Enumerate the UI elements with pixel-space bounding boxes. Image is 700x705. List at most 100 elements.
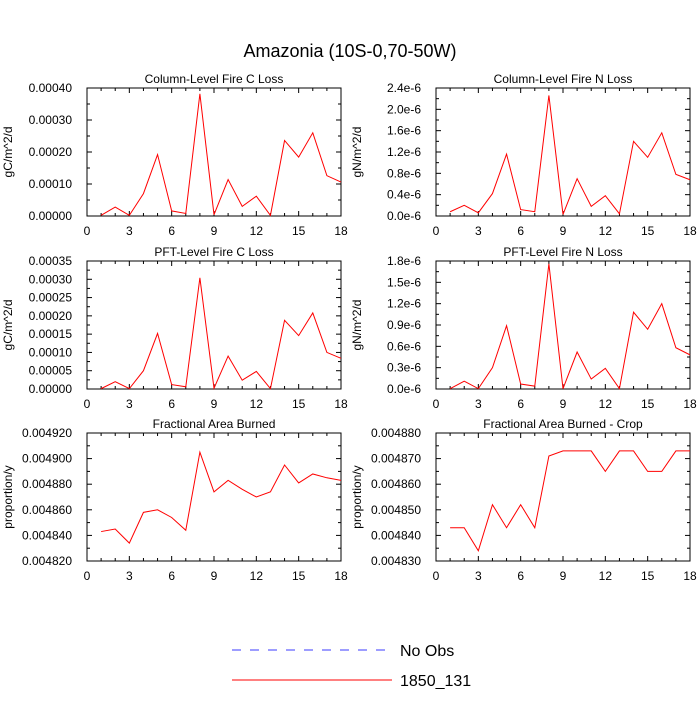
x-tick-label: 15 [292,224,306,238]
panels: Column-Level Fire C Loss 0 3 6 9 12 15 18 0.0000… [1,72,697,583]
series-line-1850-131 [100,93,342,217]
y-tick-label: 0.9e-6 [387,318,421,332]
panel-title: Column-Level Fire C Loss [145,72,284,86]
x-tick-label: 18 [334,397,348,411]
panel-fractional-area-burned: Fractional Area Burned 0 3 6 9 12 15 18 0.004820… [1,417,348,583]
y-tick-label: 0.00020 [29,145,73,159]
panel-title: Fractional Area Burned - Crop [483,417,643,431]
y-tick-label: 0.00015 [29,327,73,341]
panel-title: Column-Level Fire N Loss [494,72,633,86]
y-tick-label: 0.004820 [22,554,72,568]
y-tick-label: 0.004900 [22,452,72,466]
y-tick-label: 0.00030 [29,272,73,286]
x-tick-label: 0 [433,569,440,583]
x-tick-label: 6 [168,397,175,411]
x-tick-label: 9 [211,569,218,583]
plot-frame [86,87,342,217]
y-tick-label: 0.00030 [29,113,73,127]
x-tick-label: 9 [560,569,567,583]
y-tick-label: 0.004880 [22,477,72,491]
x-tick-label: 6 [168,224,175,238]
x-tick-label: 12 [250,569,264,583]
legend-label-no-obs: No Obs [400,643,454,660]
series-line-1850-131 [449,263,691,390]
panel-pft-level-fire-c-loss: PFT-Level Fire C Loss 0 3 6 9 12 15 18 0.00000 0.… [1,245,348,411]
y-tick-label: 0.00010 [29,177,73,191]
x-tick-label: 18 [683,397,697,411]
y-tick-label: 1.5e-6 [387,275,421,289]
x-tick-label: 0 [433,224,440,238]
panel-title: Fractional Area Burned [153,417,276,431]
y-tick-label: 0.004920 [22,426,72,440]
plot-frame [435,87,691,217]
y-tick-label: 0.00000 [29,382,73,396]
x-tick-label: 3 [475,397,482,411]
y-axis-label: gN/m^2/d [350,300,364,351]
x-tick-label: 3 [126,224,133,238]
x-tick-label: 9 [560,397,567,411]
series-line-1850-131 [100,277,342,391]
plot-frame [86,432,342,562]
x-tick-label: 15 [292,569,306,583]
y-tick-label: 0.004850 [371,503,421,517]
x-tick-label: 15 [641,397,655,411]
y-tick-label: 0.6e-6 [387,339,421,353]
y-tick-label: 0.0e-6 [387,382,421,396]
x-tick-label: 9 [211,397,218,411]
y-tick-label: 0.00000 [29,209,73,223]
plot-frame [435,260,691,390]
x-tick-label: 6 [168,569,175,583]
x-tick-label: 0 [84,224,91,238]
y-axis-label: proportion/y [350,465,364,528]
y-tick-label: 1.2e-6 [387,297,421,311]
panel-column-level-fire-c-loss: Column-Level Fire C Loss 0 3 6 9 12 15 18 0.0000… [1,72,348,238]
x-tick-label: 6 [517,224,524,238]
legend: No Obs 1850_131 [232,643,471,690]
y-tick-label: 2.4e-6 [387,81,421,95]
series-line-1850-131 [101,450,342,544]
y-tick-label: 0.004840 [22,528,72,542]
x-tick-label: 3 [475,224,482,238]
panel-pft-level-fire-n-loss: PFT-Level Fire N Loss 0 3 6 9 12 15 18 0.0e-6 0.3… [350,245,697,411]
x-tick-label: 18 [683,569,697,583]
y-axis-label: gC/m^2/d [1,300,15,351]
x-tick-label: 18 [683,224,697,238]
plot-frame [435,432,691,562]
y-tick-label: 0.004860 [22,503,72,517]
x-tick-label: 12 [599,224,613,238]
y-tick-label: 0.004830 [371,554,421,568]
y-tick-label: 0.00035 [29,254,73,268]
x-tick-label: 15 [641,569,655,583]
panel-fractional-area-burned-crop: Fractional Area Burned - Crop 0 3 6 9 12 15 18 0… [350,417,697,583]
x-tick-label: 12 [250,397,264,411]
x-tick-label: 15 [641,224,655,238]
y-axis-label: proportion/y [1,465,15,528]
y-tick-label: 0.00020 [29,309,73,323]
plot-frame [86,260,342,390]
y-tick-label: 0.00005 [29,364,73,378]
x-tick-label: 12 [599,569,613,583]
y-tick-label: 0.004840 [371,528,421,542]
panel-column-level-fire-n-loss: Column-Level Fire N Loss 0 3 6 9 12 15 18 0.0e-6… [350,72,697,238]
x-tick-label: 0 [84,397,91,411]
x-tick-label: 3 [475,569,482,583]
x-tick-label: 15 [292,397,306,411]
y-tick-label: 0.004860 [371,477,421,491]
x-tick-label: 12 [599,397,613,411]
x-tick-label: 0 [84,569,91,583]
y-tick-label: 0.3e-6 [387,361,421,375]
y-tick-label: 0.004880 [371,426,421,440]
x-tick-label: 9 [560,224,567,238]
y-tick-label: 0.0e-6 [387,209,421,223]
y-tick-label: 0.00010 [29,345,73,359]
x-tick-label: 12 [250,224,264,238]
series-line-1850-131 [449,95,691,216]
x-tick-label: 6 [517,569,524,583]
x-tick-label: 18 [334,569,348,583]
y-tick-label: 1.6e-6 [387,124,421,138]
x-tick-label: 3 [126,397,133,411]
x-tick-label: 6 [517,397,524,411]
legend-label-1850-131: 1850_131 [400,673,471,690]
